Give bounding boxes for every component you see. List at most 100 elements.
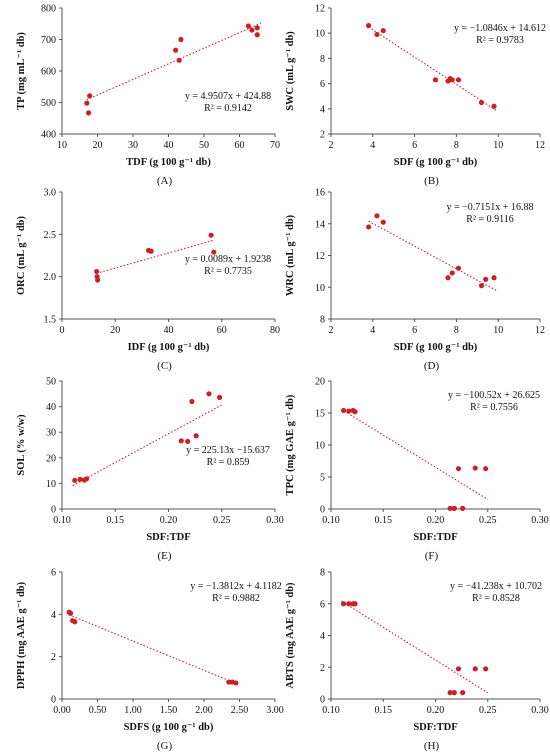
data-point — [148, 248, 154, 254]
x-tick-label: 4 — [370, 325, 375, 336]
data-point — [245, 23, 251, 29]
data-point — [346, 601, 352, 607]
x-axis-label: SDF:TDF — [146, 532, 190, 543]
y-tick-label: 1.5 — [44, 315, 57, 326]
trendline — [68, 614, 237, 684]
data-point — [87, 93, 93, 99]
panel-label: (D) — [424, 360, 440, 372]
data-point — [455, 77, 462, 83]
x-tick-label: 0.50 — [89, 705, 107, 716]
x-tick-label: 40 — [164, 325, 174, 336]
y-tick-label: 10 — [315, 283, 325, 294]
trendline — [341, 600, 489, 694]
x-tick-label: 0.25 — [479, 515, 497, 526]
y-tick-label: 50 — [46, 377, 56, 388]
y-tick-label: 14 — [315, 219, 325, 230]
data-point — [483, 466, 489, 472]
y-tick-label: 600 — [41, 67, 56, 78]
data-point — [451, 690, 457, 696]
y-tick-label: 20 — [315, 377, 325, 388]
data-point — [173, 47, 179, 53]
data-point — [478, 99, 485, 106]
y-tick-label: 3.0 — [44, 188, 57, 199]
r-squared: R² = 0.8528 — [472, 593, 520, 604]
y-tick-label: 0 — [51, 695, 56, 706]
y-axis-label: SOL (% w/w) — [16, 414, 27, 476]
y-tick-label: 12 — [315, 4, 325, 15]
data-point — [352, 601, 358, 607]
y-tick-label: 400 — [41, 130, 56, 141]
r-squared: R² = 0.9882 — [212, 593, 260, 604]
panel-label: (C) — [157, 360, 172, 372]
x-tick-label: 80 — [270, 325, 280, 336]
x-tick-label: 0.25 — [213, 515, 231, 526]
x-tick-label: 0.15 — [375, 515, 393, 526]
data-point — [217, 394, 223, 400]
y-axis-label: SWC (mL g⁻¹ db) — [285, 31, 296, 111]
y-tick-label: 4 — [320, 631, 325, 642]
x-axis-label: SDFS (g 100 g⁻¹ db) — [124, 722, 214, 733]
data-point — [447, 690, 453, 696]
panel-b: 2 4 6 8 10 12 2 4 6 8 10 12 SDF (g 100 g⁻¹ db) SWC (m… — [285, 4, 546, 188]
regression-equation: y = −41.238x + 10.702 — [450, 581, 542, 592]
y-tick-label: 0 — [320, 505, 325, 516]
panel-d: 2 4 6 8 10 12 8 10 12 14 16 SDF (g 100 g⁻¹ db) WRC (… — [285, 188, 545, 373]
y-tick-label: 10 — [315, 441, 325, 452]
y-tick-label: 16 — [315, 188, 325, 199]
panel-h: 0.10 0.15 0.20 0.25 0.30 0 2 4 6 8 SDF:TDF ABTS (mg… — [285, 568, 549, 753]
data-point — [211, 249, 217, 255]
x-tick-label: 0.20 — [427, 515, 445, 526]
y-tick-label: 500 — [41, 98, 56, 109]
trendline — [96, 239, 214, 274]
data-point — [84, 100, 90, 106]
y-tick-label: 10 — [315, 29, 325, 40]
data-point — [483, 666, 489, 672]
data-point — [83, 476, 90, 482]
y-tick-label: 20 — [46, 453, 56, 464]
data-point — [254, 25, 260, 31]
data-point — [374, 31, 380, 38]
panel-label: (G) — [157, 740, 173, 752]
x-tick-label: 0.15 — [375, 705, 393, 716]
y-tick-label: 12 — [315, 251, 325, 262]
panel-label: (E) — [157, 550, 171, 562]
x-axis-label: TDF (g 100 g⁻¹ db) — [126, 157, 211, 168]
x-tick-label: 0.30 — [531, 515, 549, 526]
regression-equation: y = 0.0089x + 1.9238 — [185, 254, 271, 265]
x-tick-label: 0.00 — [53, 705, 71, 716]
y-tick-label: 5 — [320, 473, 325, 484]
data-point — [189, 398, 195, 405]
data-point — [374, 213, 380, 219]
x-tick-label: 10 — [493, 140, 503, 151]
y-tick-label: 6 — [320, 599, 325, 610]
data-point — [491, 103, 497, 109]
data-point — [77, 476, 83, 482]
y-tick-label: 8 — [320, 54, 325, 65]
data-point — [380, 28, 386, 34]
data-point — [460, 505, 466, 511]
x-tick-label: 40 — [164, 140, 174, 151]
trendline — [368, 26, 497, 111]
data-point — [366, 224, 372, 230]
x-axis-label: SDF (g 100 g⁻¹ db) — [394, 342, 478, 353]
x-tick-label: 4 — [370, 140, 375, 151]
data-point — [455, 666, 462, 672]
data-point — [447, 505, 453, 511]
x-tick-label: 70 — [270, 140, 280, 151]
y-tick-label: 2.0 — [44, 272, 57, 283]
x-tick-label: 0.10 — [322, 515, 340, 526]
panel-label: (H) — [424, 740, 440, 752]
x-tick-label: 6 — [412, 140, 417, 151]
data-point — [340, 601, 347, 607]
x-tick-label: 2.00 — [195, 705, 213, 716]
data-point — [455, 265, 462, 271]
regression-equation: y = −1.3812x + 4.1182 — [190, 581, 282, 592]
r-squared: R² = 0.7556 — [470, 402, 518, 413]
panel-g: 0.00 0.50 1.00 1.50 2.00 2.50 3.00 0 2 4 6 SDFS (g … — [16, 568, 284, 753]
y-axis-label: TPC (mg GAE g⁻¹ db) — [285, 394, 296, 495]
data-point — [206, 391, 212, 397]
y-tick-label: 4 — [320, 104, 325, 115]
x-tick-label: 3.00 — [266, 705, 284, 716]
x-tick-label: 0.10 — [322, 705, 340, 716]
y-tick-label: 6 — [51, 568, 56, 579]
